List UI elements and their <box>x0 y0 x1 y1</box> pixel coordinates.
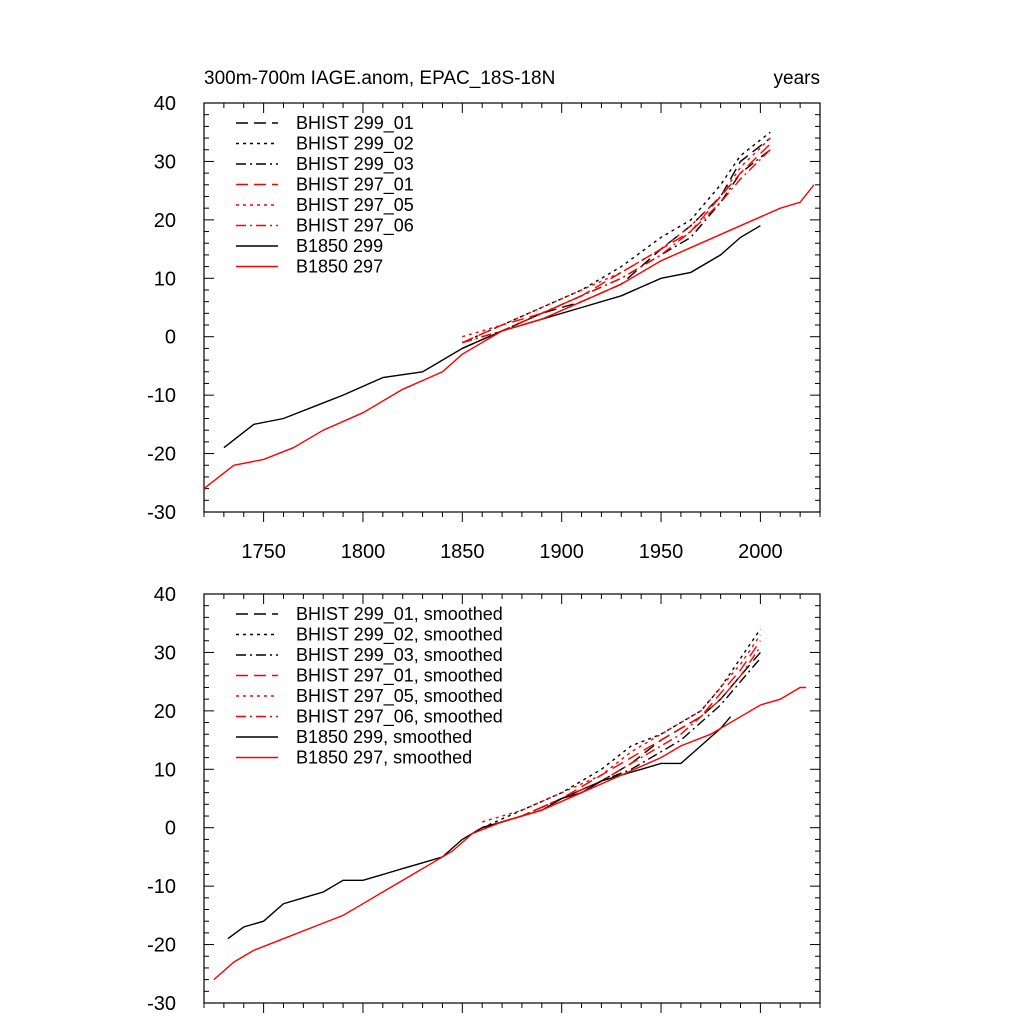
legend-label: BHIST 299_03, smoothed <box>296 645 503 666</box>
series-line-1 <box>462 131 771 344</box>
series-line-1 <box>481 628 761 829</box>
legend-label: BHIST 297_01 <box>296 175 414 196</box>
x-tick-label: 1800 <box>341 541 386 563</box>
series-line-3 <box>482 640 761 829</box>
series-line-7 <box>213 686 807 981</box>
plot-frame <box>203 593 821 1004</box>
legend-label: B1850 299, smoothed <box>296 727 472 747</box>
series-line-2 <box>482 657 761 829</box>
series-lines <box>203 131 815 490</box>
y-tick-label: -30 <box>147 502 176 524</box>
series-line-5 <box>482 646 761 829</box>
plot-frame <box>203 102 821 513</box>
y-tick-label: -10 <box>147 876 176 898</box>
legend-label: BHIST 299_01, smoothed <box>296 604 503 625</box>
y-tick-label: -30 <box>147 993 176 1015</box>
y-tick-label: -10 <box>147 385 176 407</box>
legend-label: B1850 299 <box>296 236 383 256</box>
legend-label: B1850 297, smoothed <box>296 748 472 768</box>
x-tick-label: 1750 <box>241 541 286 563</box>
y-tick-label: 10 <box>154 759 176 781</box>
x-tick-labels: 1750 1800 1850 1900 1950 2000 <box>241 541 782 563</box>
top-panel: 300m-700m IAGE.anom, EPAC_18S-18N years … <box>147 68 821 563</box>
y-tick-labels: 40 30 20 10 0 -10 -20 -30 <box>147 93 176 524</box>
legend-label: BHIST 299_02 <box>296 134 414 155</box>
x-tick-label: 1850 <box>440 541 485 563</box>
series-line-0 <box>462 137 771 350</box>
y-tick-label: 30 <box>154 151 176 173</box>
y-tick-label: -20 <box>147 935 176 957</box>
y-tick-labels: 40 30 20 10 0 -10 -20 -30 <box>147 584 176 1015</box>
chart-title: 300m-700m IAGE.anom, EPAC_18S-18N <box>204 68 555 89</box>
legend-label: BHIST 299_01 <box>296 113 414 134</box>
legend-label: BHIST 297_05, smoothed <box>296 686 503 707</box>
bottom-panel: 40 30 20 10 0 -10 -20 -30 BHIST 299_01, smoothe… <box>147 584 821 1015</box>
y-tick-label: 10 <box>154 268 176 290</box>
series-lines <box>213 628 807 981</box>
legend-label: BHIST 297_06 <box>296 216 414 237</box>
series-line-4 <box>462 137 771 338</box>
title-units: years <box>774 68 820 89</box>
x-tick-label: 1950 <box>639 541 684 563</box>
axis-ticks <box>203 102 821 522</box>
y-tick-label: -20 <box>147 444 176 466</box>
legend-label: BHIST 297_06, smoothed <box>296 707 503 728</box>
legend-label: BHIST 299_03 <box>296 154 414 175</box>
series-line-0 <box>482 651 761 829</box>
x-tick-label: 2000 <box>738 541 783 563</box>
legend-label: BHIST 297_01, smoothed <box>296 666 503 687</box>
series-line-6 <box>227 716 732 940</box>
legend-label: B1850 297 <box>296 257 383 277</box>
y-tick-label: 20 <box>154 210 176 232</box>
legend-label: BHIST 297_05 <box>296 195 414 216</box>
y-tick-label: 20 <box>154 701 176 723</box>
x-tick-label: 1900 <box>539 541 584 563</box>
series-line-2 <box>462 149 771 344</box>
y-tick-label: 40 <box>154 584 176 606</box>
y-tick-label: 0 <box>165 327 176 349</box>
series-line-4 <box>482 634 761 823</box>
y-tick-label: 0 <box>165 818 176 840</box>
y-tick-label: 30 <box>154 642 176 664</box>
series-line-3 <box>462 143 771 344</box>
series-line-5 <box>462 149 771 344</box>
y-tick-label: 40 <box>154 93 176 115</box>
series-line-7 <box>203 184 815 490</box>
axis-ticks <box>203 593 821 1013</box>
legend-label: BHIST 299_02, smoothed <box>296 625 503 646</box>
